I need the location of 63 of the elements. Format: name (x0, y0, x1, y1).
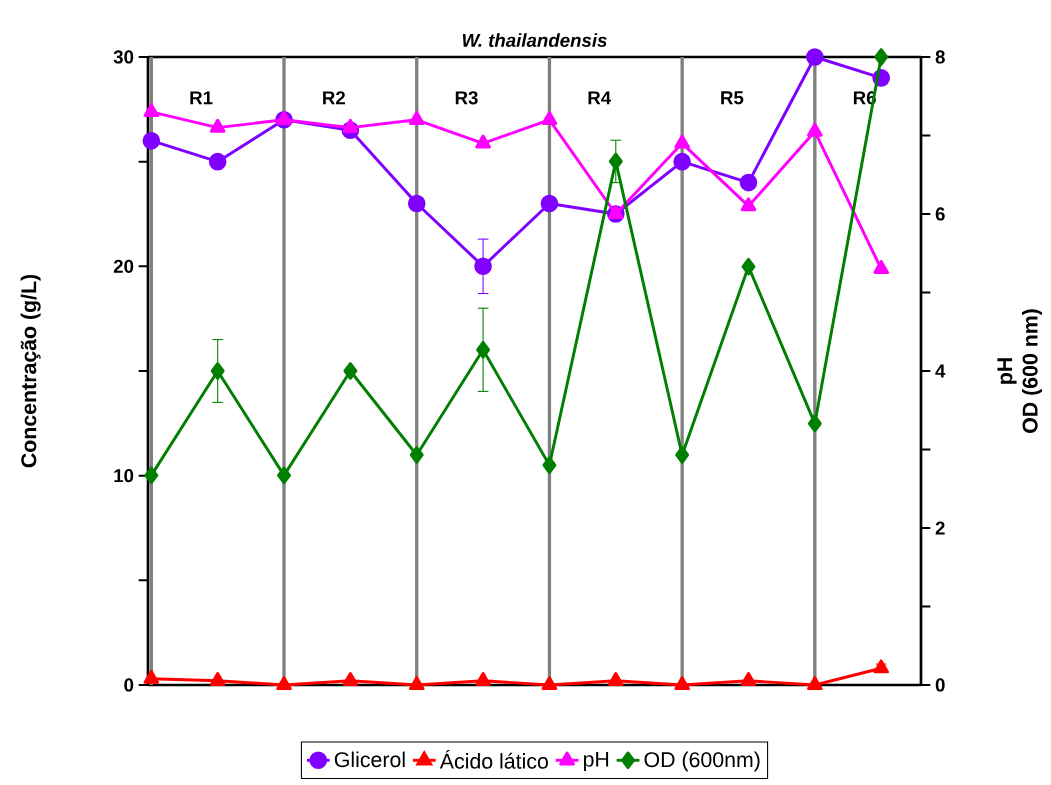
point (409, 446, 424, 464)
point (277, 466, 291, 485)
legend-label: OD (600nm) (644, 751, 760, 772)
legend-label: Glicerol (334, 751, 405, 768)
point (143, 103, 160, 118)
point (210, 362, 225, 380)
point (807, 414, 822, 433)
y2-tick-label: 0 (935, 678, 945, 692)
y2-tick-label: 2 (935, 521, 945, 535)
point (342, 118, 359, 133)
point (209, 672, 226, 686)
point (342, 672, 359, 686)
point (208, 152, 227, 171)
point (209, 118, 226, 133)
point (474, 257, 492, 276)
point (807, 122, 823, 137)
point (541, 110, 558, 125)
point (740, 197, 757, 212)
point (674, 134, 690, 149)
y-axis-title: Concentração (g/L) (20, 274, 41, 468)
point (407, 194, 426, 213)
point (541, 676, 558, 691)
y2-tick-label: 4 (935, 364, 946, 378)
annotation: R5 (721, 91, 744, 105)
point (475, 134, 491, 149)
point (542, 456, 557, 474)
point (607, 672, 624, 686)
point (741, 257, 756, 276)
y-tick-label: 10 (114, 469, 134, 483)
point (142, 131, 161, 150)
annotation: R4 (588, 91, 612, 105)
point (476, 340, 491, 359)
y2-tick-label: 6 (935, 207, 945, 221)
y2-axis-title: pH OD (600 nm) (997, 309, 1042, 433)
point (343, 362, 358, 380)
point (873, 260, 890, 275)
legend-label: pH (583, 751, 609, 772)
point (408, 110, 425, 125)
point (608, 152, 623, 171)
y-tick-label: 20 (113, 259, 134, 273)
annotation: R1 (190, 91, 213, 105)
point (807, 676, 823, 691)
point (408, 676, 425, 691)
legend-label: Ácido lático (439, 750, 548, 769)
point (739, 173, 758, 192)
annotation: R3 (455, 91, 478, 105)
point (143, 669, 160, 684)
y-tick-label: 30 (113, 50, 134, 64)
point (673, 152, 691, 171)
point (276, 110, 292, 125)
y2-tick-label: 8 (935, 50, 945, 64)
point (674, 676, 690, 691)
point (806, 48, 824, 66)
point (873, 659, 890, 674)
point (276, 676, 292, 691)
chart-title: W. thailandensis (462, 33, 607, 47)
point (540, 194, 559, 213)
point (740, 672, 757, 686)
y-tick-label: 0 (124, 678, 134, 692)
point (675, 446, 690, 464)
annotation: R2 (323, 91, 345, 105)
point (475, 672, 491, 686)
point (144, 466, 159, 485)
